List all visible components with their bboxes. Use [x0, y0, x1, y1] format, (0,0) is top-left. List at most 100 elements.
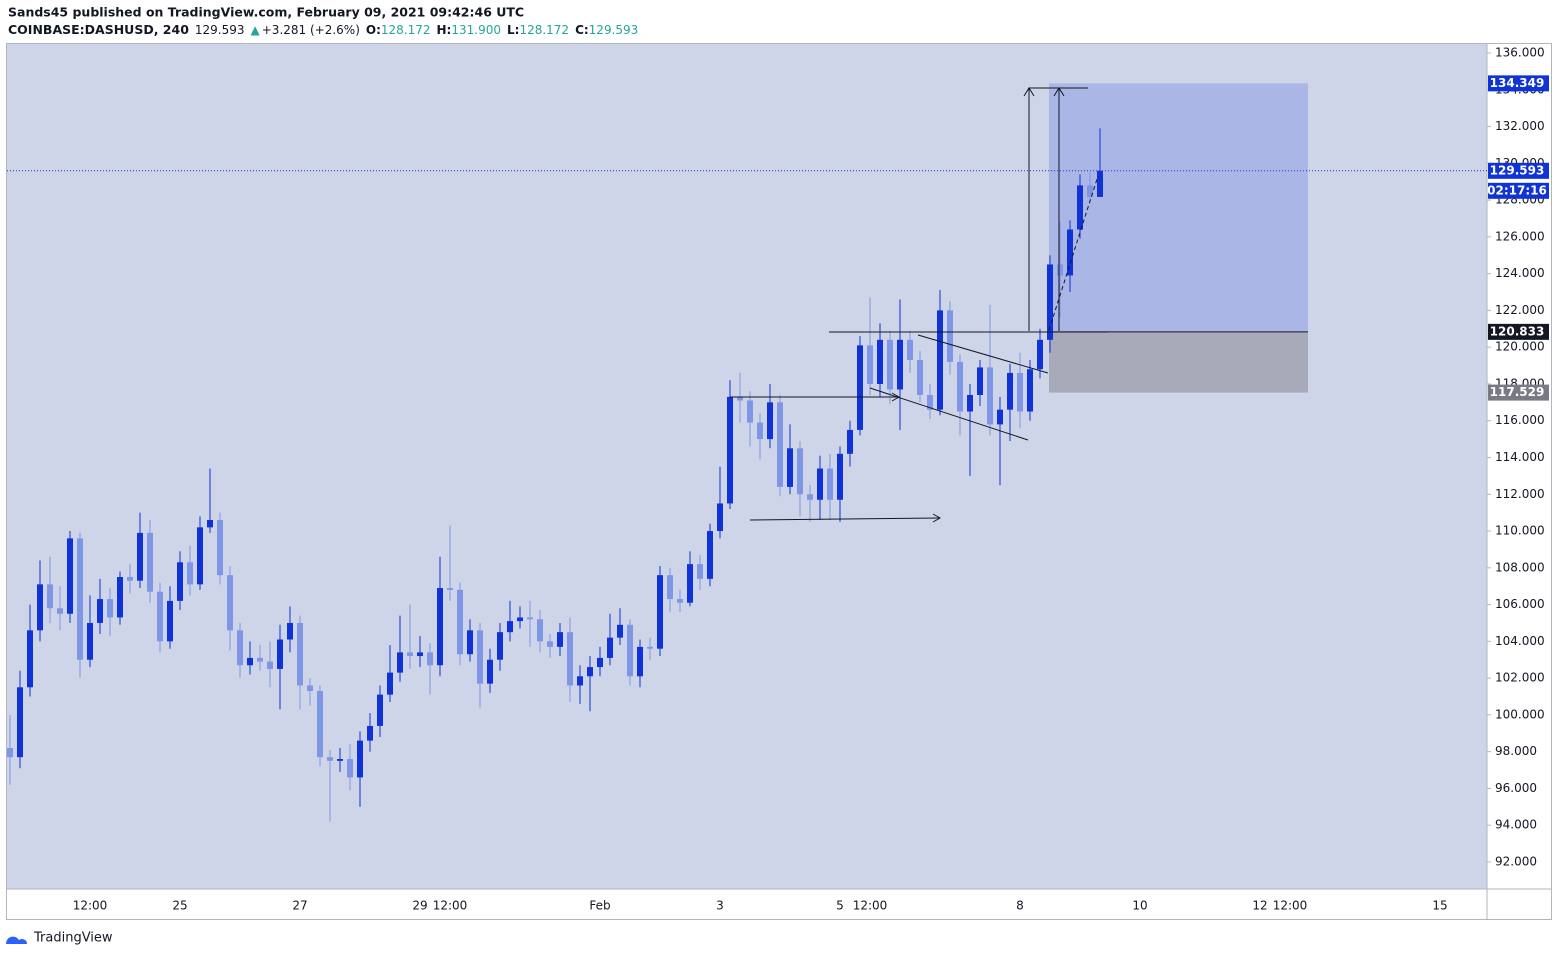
- candle-body: [967, 394, 973, 412]
- candle-body: [867, 345, 873, 384]
- publisher: Sands45 published on TradingView.com, Fe…: [8, 5, 524, 20]
- arrow-head: [1023, 87, 1035, 97]
- candle-body: [337, 759, 343, 761]
- last-price-label: 129.593: [1490, 163, 1545, 177]
- candle-body: [1017, 372, 1023, 412]
- candle-body: [447, 588, 453, 590]
- up-arrow: ▲: [251, 23, 261, 37]
- x-tick-label: 12:00: [433, 899, 468, 913]
- y-tick-label: 124.000: [1495, 266, 1545, 280]
- candle-body: [267, 661, 273, 669]
- candle-body: [277, 639, 283, 669]
- ohlc-label: O:: [366, 23, 381, 37]
- candle-body: [87, 622, 93, 660]
- candle-body: [677, 599, 683, 603]
- candle-body: [827, 468, 833, 500]
- x-tick-label: 10: [1132, 899, 1147, 913]
- channel-line: [869, 387, 1029, 441]
- last-price-label-bg: [1488, 162, 1549, 179]
- x-tick-label: 3: [716, 899, 724, 913]
- candle-body: [227, 575, 233, 631]
- candle-body: [847, 429, 853, 454]
- candle-body: [907, 339, 913, 361]
- y-tick-label: 112.000: [1495, 487, 1545, 501]
- last: 129.593: [195, 23, 245, 37]
- candle-body: [737, 396, 743, 401]
- x-tick-label: 5: [836, 899, 844, 913]
- candle-body: [767, 402, 773, 440]
- target-zone: [1049, 83, 1308, 332]
- candle-body: [417, 652, 423, 657]
- y-tick-label: 104.000: [1495, 634, 1545, 648]
- candle-body: [377, 694, 383, 726]
- symbol-row: COINBASE:DASHUSD, 240 129.593 ▲ +3.281 (+2.…: [8, 22, 638, 37]
- candle-body: [937, 310, 943, 410]
- candle-body: [187, 562, 193, 585]
- y-tick-label: 102.000: [1495, 671, 1545, 685]
- candle-body: [307, 685, 313, 691]
- candle-body: [1027, 369, 1033, 412]
- candle-body: [107, 599, 113, 618]
- candle-body: [517, 617, 523, 622]
- change: +3.281 (+2.6%): [262, 23, 360, 37]
- candle-body: [1007, 372, 1013, 410]
- candle-body: [687, 564, 693, 603]
- logo-text: TradingView: [33, 931, 113, 946]
- y-tick-label: 92.000: [1495, 854, 1537, 868]
- ohlc-label: L:: [507, 23, 519, 37]
- ohlc-label: H:: [437, 23, 452, 37]
- candle-body: [47, 584, 53, 609]
- candle-body: [427, 652, 433, 666]
- candle-body: [667, 575, 673, 600]
- candle-body: [397, 652, 403, 673]
- candle-body: [1057, 264, 1063, 276]
- candle-body: [617, 624, 623, 638]
- candle-body: [437, 588, 443, 666]
- candle-body: [857, 345, 863, 430]
- candles: [7, 128, 1103, 822]
- candle-body: [237, 630, 243, 666]
- candle-body: [1037, 339, 1043, 370]
- candle-body: [287, 622, 293, 640]
- y-tick-label: 122.000: [1495, 303, 1545, 317]
- candle-body: [757, 422, 763, 440]
- x-tick-label: 12: [1252, 899, 1267, 913]
- candle-body: [57, 608, 63, 614]
- logo-icon: [5, 936, 27, 944]
- x-tick-label: 12:00: [1273, 899, 1308, 913]
- x-tick-label: 15: [1432, 899, 1447, 913]
- candle-body: [877, 339, 883, 384]
- x-tick-label: 12:00: [853, 899, 888, 913]
- candle-body: [577, 676, 583, 686]
- y-tick-label: 120.000: [1495, 340, 1545, 354]
- candle-body: [357, 740, 363, 778]
- candle-body: [27, 630, 33, 688]
- candle-body: [257, 657, 263, 662]
- candle-body: [137, 532, 143, 581]
- candle-body: [467, 630, 473, 655]
- y-tick-label: 106.000: [1495, 597, 1545, 611]
- candle-body: [1047, 264, 1053, 340]
- drawings: [730, 87, 1108, 523]
- candle-body: [37, 584, 43, 631]
- candle-body: [217, 520, 223, 576]
- candle-body: [787, 448, 793, 487]
- candle-body: [147, 532, 153, 592]
- candle-body: [647, 646, 653, 649]
- candle-body: [1087, 185, 1093, 197]
- x-tick-label: 12:00: [73, 899, 108, 913]
- candle-body: [1077, 185, 1083, 230]
- entry-label-bg: [1488, 323, 1549, 340]
- candle-body: [807, 494, 813, 500]
- candle-body: [157, 591, 163, 642]
- candle-body: [367, 725, 373, 741]
- candle-body: [297, 622, 303, 686]
- y-tick-label: 94.000: [1495, 818, 1537, 832]
- y-tick-label: 110.000: [1495, 524, 1545, 538]
- y-tick-label: 100.000: [1495, 707, 1545, 721]
- y-tick-label: 98.000: [1495, 744, 1537, 758]
- x-tick-label: 25: [172, 899, 187, 913]
- candle-body: [527, 617, 533, 620]
- candle-body: [817, 468, 823, 500]
